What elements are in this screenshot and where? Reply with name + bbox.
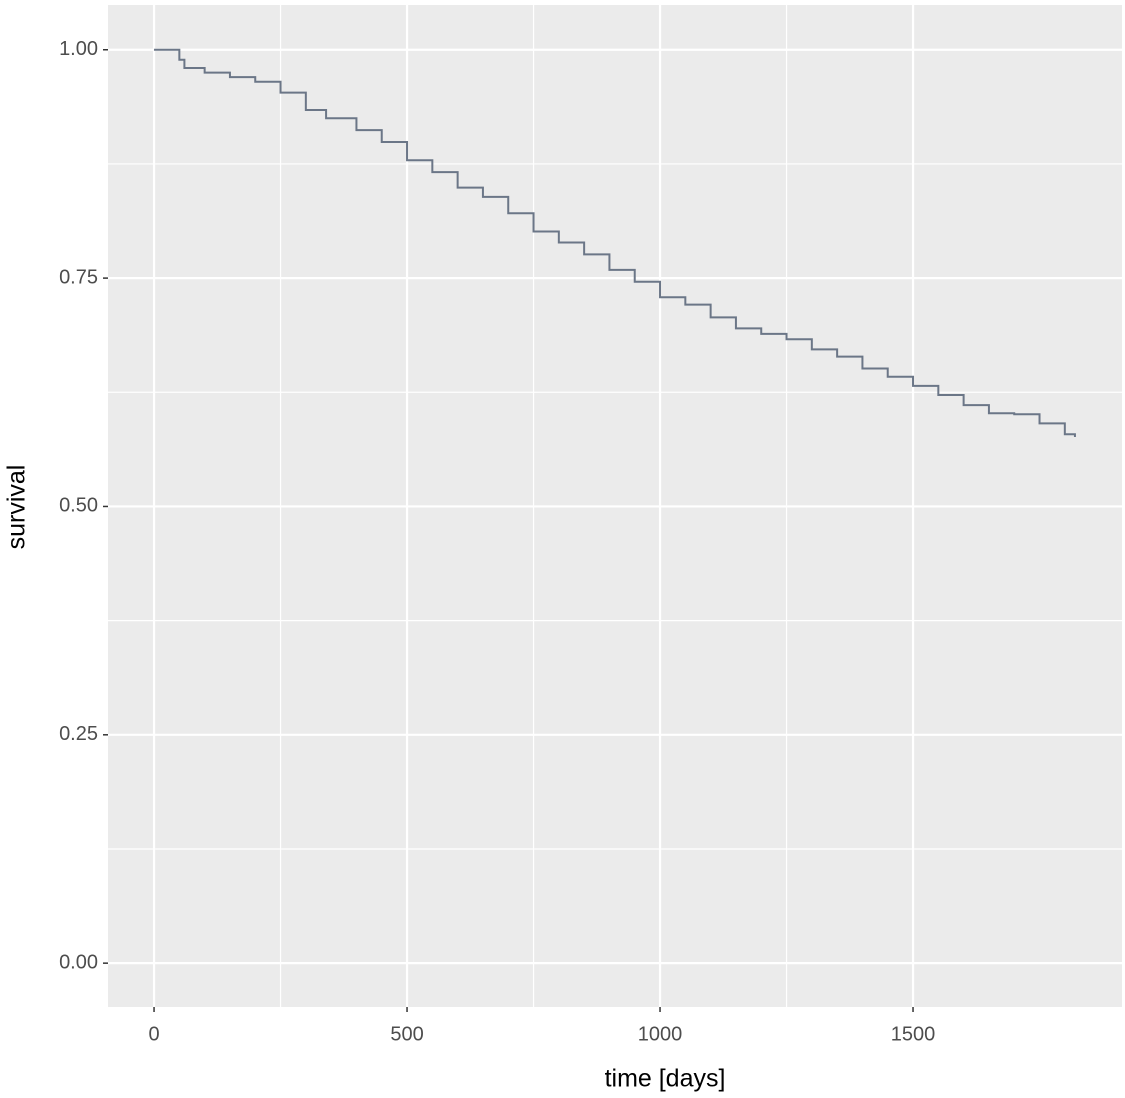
y-tick-label: 0.00 bbox=[59, 951, 98, 973]
y-tick-label: 0.75 bbox=[59, 266, 98, 288]
x-tick-label: 500 bbox=[390, 1023, 423, 1045]
survival-curve bbox=[154, 48, 1076, 438]
x-axis-title: time [days] bbox=[605, 1065, 726, 1093]
y-axis-title: survival bbox=[3, 465, 31, 550]
y-tick-label: 1.00 bbox=[59, 38, 98, 60]
x-tick-label: 1500 bbox=[891, 1023, 936, 1045]
y-tick-label: 0.25 bbox=[59, 723, 98, 745]
x-tick-label: 0 bbox=[148, 1023, 159, 1045]
x-tick-label: 1000 bbox=[638, 1023, 683, 1045]
y-tick-label: 0.50 bbox=[59, 495, 98, 517]
